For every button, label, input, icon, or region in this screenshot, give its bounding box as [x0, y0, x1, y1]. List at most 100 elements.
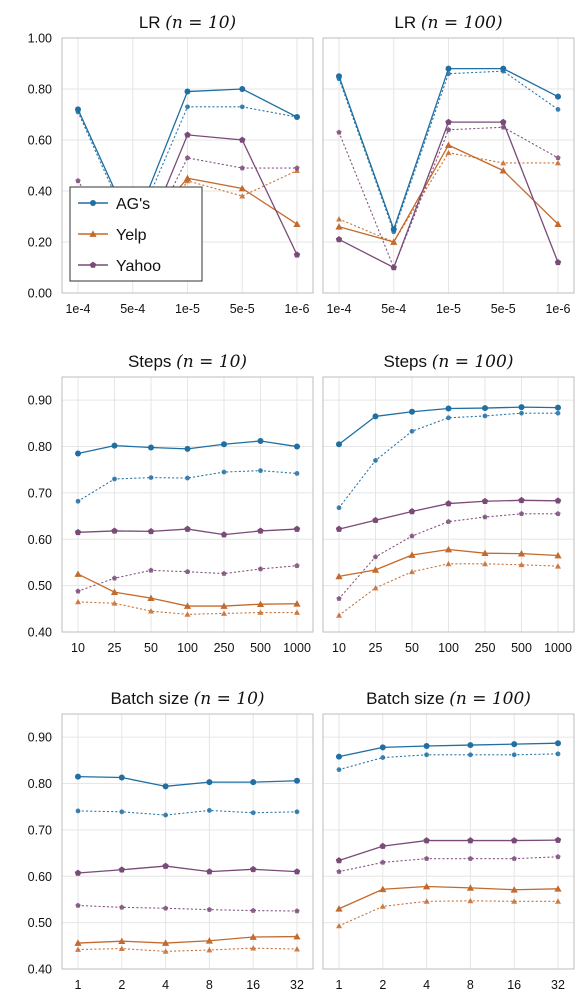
series-line	[338, 753, 559, 771]
data-point	[446, 415, 451, 421]
series-yelp-solid	[335, 545, 562, 580]
data-point	[335, 236, 343, 243]
series-yelp-dotted	[336, 149, 561, 245]
data-point	[250, 779, 257, 786]
data-point	[500, 65, 507, 72]
data-point	[111, 527, 118, 534]
series-yahoo-solid	[335, 496, 562, 532]
data-point	[409, 568, 415, 575]
data-point	[379, 744, 386, 751]
data-point	[257, 527, 264, 534]
data-point	[75, 106, 81, 113]
x-tick-label: 500	[511, 641, 532, 655]
chart-title: LR (n = 10)	[139, 13, 236, 33]
data-point	[390, 238, 398, 245]
series-line	[338, 742, 559, 758]
x-tick-label: 16	[246, 978, 260, 992]
data-point	[336, 216, 342, 222]
data-point	[372, 554, 379, 560]
plot-frame	[61, 376, 314, 633]
data-point	[554, 497, 562, 504]
series-ag-s-solid	[336, 740, 561, 760]
data-point	[294, 809, 300, 815]
data-point	[482, 514, 488, 520]
y-tick-label: 0.60	[28, 870, 52, 884]
data-point	[482, 560, 488, 567]
data-point	[379, 903, 386, 909]
series-line	[338, 856, 559, 873]
data-point	[555, 107, 561, 112]
data-point	[111, 442, 118, 449]
chart-title-text: Steps	[128, 352, 176, 371]
panel-4: Steps (n = 100) 10 25 50 100 250 500 1000	[322, 352, 575, 655]
x-tick-label: 1000	[283, 641, 311, 655]
data-point	[423, 742, 430, 749]
data-point	[257, 566, 264, 572]
series-line	[77, 865, 298, 874]
data-point	[555, 410, 561, 416]
plot-frame	[322, 376, 575, 633]
data-point	[335, 857, 343, 864]
data-point	[482, 413, 488, 419]
y-tick-label: 1.00	[28, 32, 52, 46]
data-point	[293, 525, 301, 532]
data-point	[336, 129, 342, 135]
panel-3: Steps (n = 10) 0.40 0.50 0.60 0.70 0.80 0.90 10…	[28, 352, 314, 655]
data-point	[239, 136, 246, 143]
data-point	[372, 516, 379, 524]
data-point	[184, 445, 191, 452]
series-ag-s-dotted	[336, 751, 561, 773]
chart-title-math: (n = 100)	[421, 13, 503, 33]
legend-label: AG's	[116, 196, 150, 213]
data-point	[482, 405, 488, 412]
x-tick-label: 2	[118, 978, 125, 992]
data-point	[147, 594, 155, 602]
data-point	[336, 505, 342, 511]
data-point	[183, 602, 192, 609]
data-point	[74, 528, 82, 536]
data-point	[119, 809, 125, 815]
x-tick-label: 10	[332, 641, 346, 655]
series-line	[338, 70, 559, 234]
data-point	[257, 437, 264, 444]
data-point	[423, 882, 431, 890]
y-tick-label: 0.90	[28, 394, 52, 408]
data-point	[148, 608, 154, 614]
series-yelp-dotted	[336, 897, 561, 929]
chart-title-math: (n = 100)	[449, 689, 531, 709]
data-point	[554, 885, 562, 892]
x-tick-label: 5e-5	[230, 302, 255, 316]
data-point	[380, 859, 386, 865]
data-point	[511, 855, 517, 861]
x-tick-label: 1e-4	[65, 302, 90, 316]
data-point	[184, 611, 191, 617]
data-point	[221, 441, 227, 448]
data-point	[424, 752, 429, 758]
data-point	[184, 525, 191, 532]
data-point	[379, 885, 387, 893]
data-point	[445, 560, 452, 567]
data-point	[221, 469, 227, 475]
data-point	[148, 567, 154, 573]
data-point	[555, 159, 561, 166]
data-point	[185, 104, 190, 110]
series-ag-s-solid	[336, 65, 561, 233]
x-tick-label: 1e-5	[175, 302, 200, 316]
data-point	[500, 159, 507, 166]
data-point	[75, 808, 81, 814]
data-point	[379, 842, 387, 849]
x-tick-label: 8	[467, 978, 474, 992]
data-point	[518, 404, 525, 411]
x-tick-label: 32	[290, 978, 304, 992]
data-point	[423, 855, 430, 861]
data-point	[75, 588, 81, 594]
x-tick-label: 4	[423, 978, 430, 992]
data-point	[205, 937, 213, 944]
series-line	[338, 885, 559, 910]
data-point	[162, 939, 170, 946]
data-point	[335, 223, 343, 230]
data-point	[256, 600, 265, 608]
y-tick-label: 0.40	[28, 626, 52, 640]
x-tick-label: 5e-4	[381, 302, 406, 316]
data-point	[372, 413, 379, 420]
